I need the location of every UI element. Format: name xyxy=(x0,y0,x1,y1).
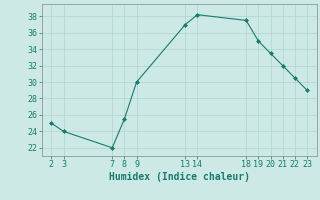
X-axis label: Humidex (Indice chaleur): Humidex (Indice chaleur) xyxy=(109,172,250,182)
